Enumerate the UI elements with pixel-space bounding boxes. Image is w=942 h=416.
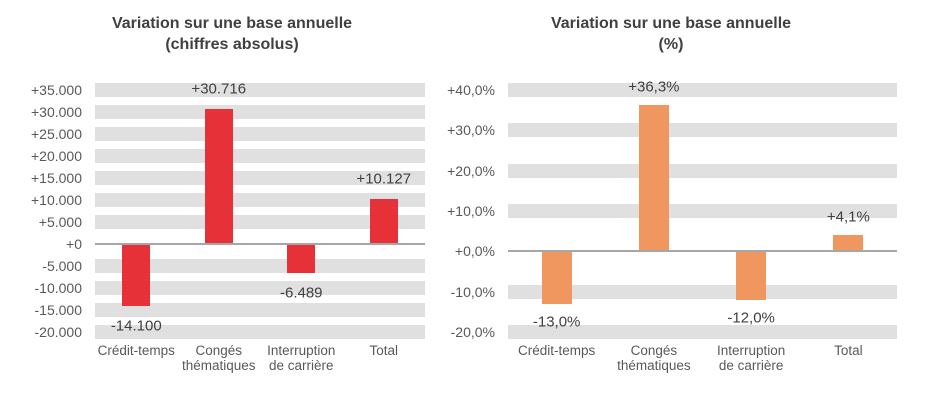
category-label-line: Congés [195,343,243,358]
y-axis-tick-label: -10.000 [34,280,82,296]
grid-band [95,149,425,163]
y-axis-tick-label: +30,0% [447,122,495,139]
grid-band [508,325,897,339]
category-label-line: Total [834,343,863,358]
grid-band [508,163,897,178]
chart-title-line2: (%) [658,36,684,53]
bar [638,104,669,252]
y-axis-tick-label: +35.000 [31,82,82,98]
bar-data-label: -6.489 [279,284,323,302]
grid-band [95,215,425,229]
category-label-line: Congés [630,343,678,358]
bar-data-label: +10.127 [356,170,412,188]
bar [204,108,233,244]
zero-axis-line [508,250,897,253]
bar-data-label: -12,0% [727,309,775,327]
category-label: Congés thématiques [617,343,691,373]
y-axis-tick-label: -20,0% [450,324,495,340]
y-axis-tick-label: +10.000 [31,192,82,208]
chart-title-line1: Variation sur une base annuelle [550,15,792,32]
category-label-line: de carrière [268,358,334,373]
category-label-line: Interruption [267,343,336,358]
grid-band [95,193,425,207]
zero-axis-line [95,243,425,245]
y-axis-tick-label: +25.000 [31,126,82,142]
bar [736,251,767,300]
grid-band [95,127,425,141]
grid-band [95,303,425,317]
bar [541,251,572,304]
grid-band [95,259,425,273]
category-label-line: de carrière [718,358,784,373]
category-label: Crédit-temps [98,343,175,358]
category-label-line: thématiques [181,358,256,373]
y-axis-tick-label: -10,0% [450,283,495,300]
grid-band [95,325,425,339]
category-label-line: thématiques [617,358,691,373]
grid-band [508,284,897,299]
chart-absolute-figures: Variation sur une base annuelle (chiffre… [31,13,425,373]
y-axis-tick-label: +30.000 [31,104,82,120]
bar-data-label: +4,1% [826,208,870,226]
y-axis-tick-label: +15.000 [31,170,82,186]
grid-band [95,281,425,295]
y-axis-tick-label: -15.000 [34,302,82,318]
category-label-line: Crédit-temps [517,343,596,358]
y-axis-tick-label: -20.000 [34,324,82,340]
category-label: Congés thématiques [182,343,256,373]
chart-title: Variation sur une base annuelle (chiffre… [112,13,352,55]
bar-data-label: -14.100 [110,317,162,335]
category-label-line: Interruption [716,343,786,358]
y-axis-tick-label: -5.000 [42,258,82,274]
grid-band [508,204,897,218]
y-axis-tick-label: +20.000 [31,148,82,164]
y-axis-tick-label: +20,0% [447,162,495,179]
bar [833,234,864,252]
y-axis-tick-label: +0 [66,236,82,252]
bar [122,244,151,307]
category-label-line: Crédit-temps [97,343,175,358]
grid-band [508,83,897,97]
bar [287,244,316,273]
category-label-line: Total [369,343,399,358]
chart-title-line1: Variation sur une base annuelle [111,15,353,32]
category-label: Total [369,343,398,358]
y-axis-tick-label: +0,0% [454,243,495,260]
chart-title-line2: (chiffres absolus) [165,36,299,53]
bar-data-label: +30.716 [191,80,247,98]
category-label: Crédit-temps [518,343,595,358]
grid-band [95,171,425,185]
grid-band [508,123,897,138]
grid-band [95,83,425,97]
category-label: Total [834,343,863,358]
grid-band [95,105,425,119]
chart-percent: Variation sur une base annuelle (%) +40,… [447,0,942,416]
bar-data-label: -13,0% [532,313,581,331]
chart-title: Variation sur une base annuelle (%) [551,13,791,55]
y-axis-tick-label: +5.000 [38,214,82,230]
category-label: Interruption de carrière [717,343,785,373]
bar [369,199,398,244]
y-axis-tick-label: +10,0% [447,203,495,219]
category-label: Interruption de carrière [267,343,335,373]
bar-data-label: +36,3% [628,78,680,96]
y-axis-tick-label: +40,0% [447,82,495,98]
